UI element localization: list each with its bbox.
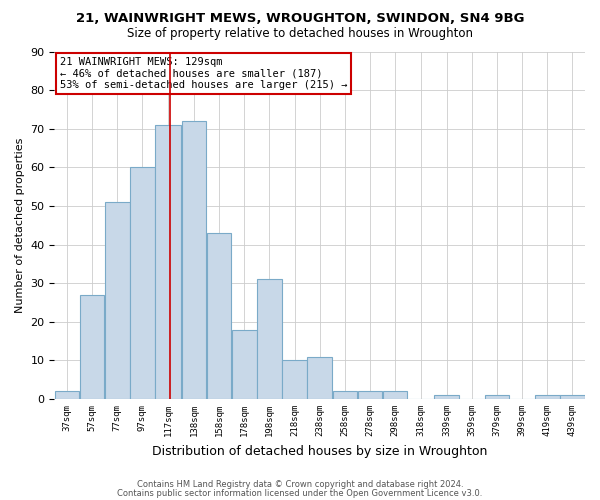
Bar [80, 295, 104, 399]
Bar [535, 395, 560, 399]
Bar [207, 233, 232, 399]
Bar [232, 330, 257, 399]
Bar [332, 392, 357, 399]
Text: Contains HM Land Registry data © Crown copyright and database right 2024.: Contains HM Land Registry data © Crown c… [137, 480, 463, 489]
Bar [257, 280, 281, 399]
Bar [130, 168, 155, 399]
Bar [155, 125, 181, 399]
Bar [105, 202, 130, 399]
Bar [358, 392, 382, 399]
Bar [307, 356, 332, 399]
Text: Size of property relative to detached houses in Wroughton: Size of property relative to detached ho… [127, 28, 473, 40]
Text: 21 WAINWRIGHT MEWS: 129sqm
← 46% of detached houses are smaller (187)
53% of sem: 21 WAINWRIGHT MEWS: 129sqm ← 46% of deta… [60, 56, 347, 90]
X-axis label: Distribution of detached houses by size in Wroughton: Distribution of detached houses by size … [152, 444, 487, 458]
Bar [182, 121, 206, 399]
Text: 21, WAINWRIGHT MEWS, WROUGHTON, SWINDON, SN4 9BG: 21, WAINWRIGHT MEWS, WROUGHTON, SWINDON,… [76, 12, 524, 26]
Bar [383, 392, 407, 399]
Bar [485, 395, 509, 399]
Y-axis label: Number of detached properties: Number of detached properties [15, 138, 25, 313]
Text: Contains public sector information licensed under the Open Government Licence v3: Contains public sector information licen… [118, 488, 482, 498]
Bar [560, 395, 584, 399]
Bar [55, 392, 79, 399]
Bar [282, 360, 307, 399]
Bar [434, 395, 459, 399]
